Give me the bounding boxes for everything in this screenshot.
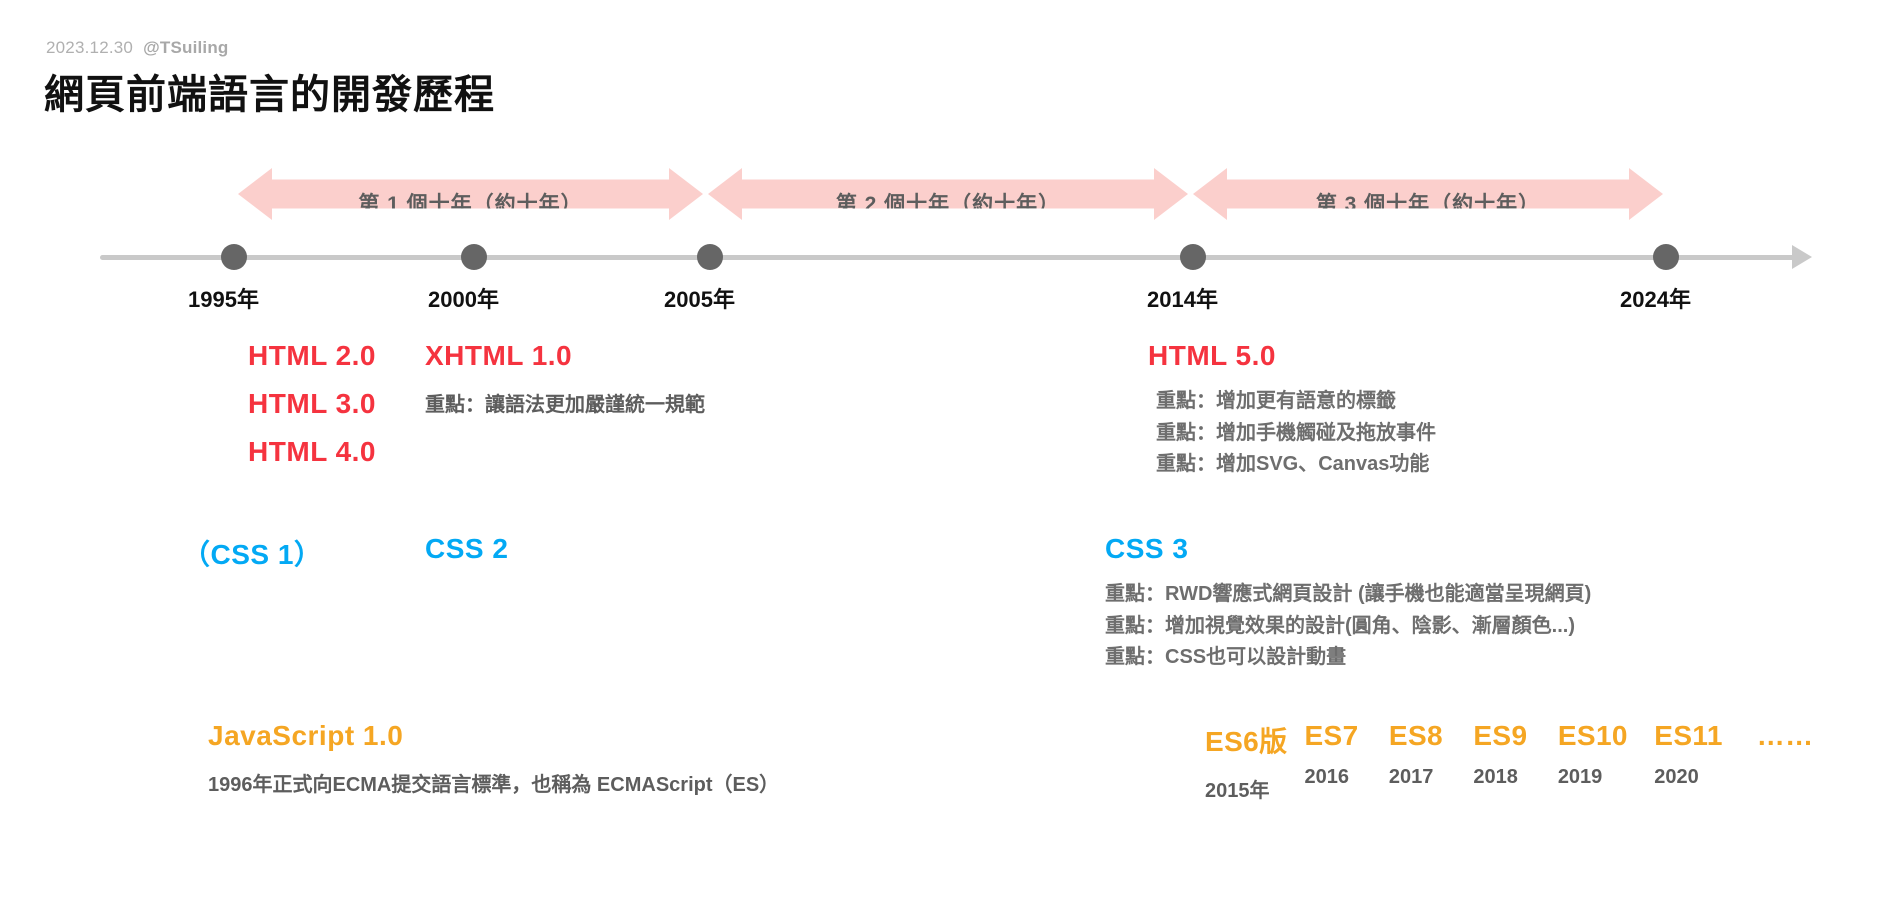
css-1-label: （CSS 1）: [182, 539, 323, 570]
es11-year: 2020: [1654, 766, 1699, 788]
html-1995-block: HTML 2.0 HTML 3.0 HTML 4.0: [176, 340, 376, 468]
es-version-item: ES6版 2015年: [1205, 720, 1300, 803]
es-version-item: ……: [1757, 720, 1837, 766]
es6-label: ES6版: [1205, 726, 1288, 757]
timeline-dot-1995: [221, 244, 247, 270]
es-ellipsis-label: ……: [1756, 720, 1814, 751]
timeline-dot-2014: [1180, 244, 1206, 270]
html5-bullet-3: 重點：增加SVG、Canvas功能: [1156, 453, 1430, 476]
timeline-axis: [100, 255, 1800, 260]
decade-arrow-1-label: 第 1 個十年（約十年）: [358, 193, 583, 216]
byline: 2023.12.30 @TSuiling: [46, 38, 229, 58]
publish-date: 2023.12.30: [46, 38, 134, 57]
es8-year: 2017: [1388, 766, 1434, 788]
year-label-1995: 1995年: [188, 287, 259, 312]
year-label-2005: 2005年: [664, 287, 735, 312]
es-version-item: ES10 2019: [1558, 720, 1650, 789]
decade-arrow-1: 第 1 個十年（約十年）: [238, 168, 703, 220]
timeline-arrow-head-icon: [1792, 245, 1812, 269]
css-2-label: CSS 2: [425, 533, 509, 564]
html-4-0-label: HTML 4.0: [248, 436, 376, 467]
css1-block: （CSS 1）: [182, 533, 322, 573]
es-version-item: ES9 2018: [1473, 720, 1553, 789]
xhtml-2000-block: XHTML 1.0 重點：讓語法更加嚴謹統一規範: [425, 340, 705, 417]
css3-bullet-3: 重點：CSS也可以設計動畫: [1105, 646, 1347, 669]
es-version-item: ES7 2016: [1304, 720, 1384, 789]
es7-year: 2016: [1304, 766, 1349, 788]
decade-arrow-2: 第 2 個十年（約十年）: [708, 168, 1188, 220]
es-version-item: ES11 2020: [1654, 720, 1752, 789]
xhtml-1-0-label: XHTML 1.0: [425, 340, 573, 371]
html-5-0-label: HTML 5.0: [1148, 340, 1276, 371]
year-label-2000: 2000年: [428, 287, 499, 312]
year-label-2014: 2014年: [1147, 287, 1218, 312]
es11-label: ES11: [1654, 720, 1723, 751]
css3-bullet-2: 重點：增加視覺效果的設計(圓角、陰影、漸層顏色...): [1105, 614, 1575, 637]
es10-year: 2019: [1557, 766, 1603, 788]
timeline-dot-2005: [697, 244, 723, 270]
es7-label: ES7: [1304, 720, 1359, 751]
es9-year: 2018: [1473, 766, 1518, 788]
decade-arrow-3: 第 3 個十年（約十年）: [1193, 168, 1663, 220]
javascript-note: 1996年正式向ECMA提交語言標準，也稱為 ECMAScript（ES）: [208, 774, 780, 796]
es9-label: ES9: [1473, 720, 1528, 751]
es-versions-row: ES6版 2015年 ES7 2016 ES8 2017 ES9 2018 ES…: [1205, 720, 1837, 803]
es10-label: ES10: [1557, 720, 1628, 751]
css3-block: CSS 3 重點：RWD響應式網頁設計 (讓手機也能適當呈現網頁) 重點：增加視…: [1105, 533, 1591, 674]
author-handle: @TSuiling: [143, 38, 229, 57]
css3-bullet-1: 重點：RWD響應式網頁設計 (讓手機也能適當呈現網頁): [1105, 583, 1592, 605]
year-label-2024: 2024年: [1620, 287, 1691, 312]
css2-block: CSS 2: [425, 533, 508, 565]
html5-2014-block: HTML 5.0 重點：增加更有語意的標籤 重點：增加手機觸碰及拖放事件 重點：…: [1148, 340, 1436, 481]
html5-bullet-1: 重點：增加更有語意的標籤: [1156, 390, 1396, 412]
html-2-0-label: HTML 2.0: [248, 340, 376, 371]
html-3-0-label: HTML 3.0: [248, 388, 376, 419]
javascript-1-0-label: JavaScript 1.0: [208, 720, 404, 751]
es6-year: 2015年: [1205, 780, 1270, 802]
timeline-dot-2024: [1653, 244, 1679, 270]
page-title: 網頁前端語言的開發歷程: [44, 73, 495, 117]
javascript-block: JavaScript 1.0 1996年正式向ECMA提交語言標準，也稱為 EC…: [208, 720, 779, 797]
css-3-label: CSS 3: [1105, 533, 1189, 564]
es-version-item: ES8 2017: [1389, 720, 1469, 789]
es8-label: ES8: [1388, 720, 1444, 751]
decade-arrow-3-label: 第 3 個十年（約十年）: [1315, 193, 1541, 216]
xhtml-1-0-note: 重點：讓語法更加嚴謹統一規範: [425, 394, 705, 416]
timeline-dot-2000: [461, 244, 487, 270]
decade-arrow-2-label: 第 2 個十年（約十年）: [835, 193, 1061, 216]
html5-bullet-2: 重點：增加手機觸碰及拖放事件: [1156, 421, 1436, 444]
